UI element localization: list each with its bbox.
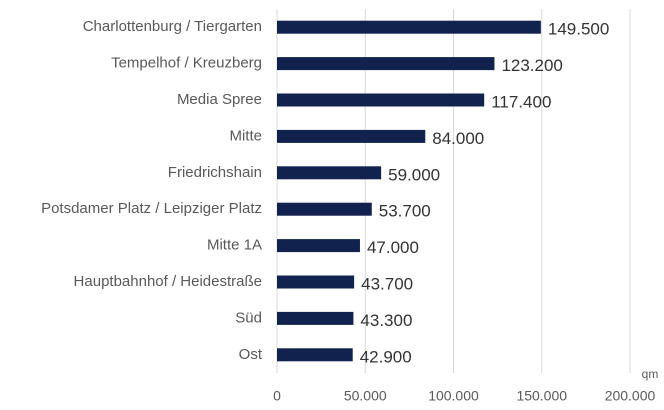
x-tick-label: 50.000	[344, 388, 387, 404]
y-tick-label: Süd	[235, 309, 262, 326]
data-label: 43.300	[360, 311, 412, 330]
x-tick-label: 150.000	[516, 388, 567, 404]
x-tick-label: 100.000	[428, 388, 479, 404]
x-tick-label: 200.000	[605, 388, 656, 404]
data-label: 47.000	[367, 238, 419, 257]
data-label: 53.700	[379, 202, 431, 221]
y-tick-label: Mitte 1A	[207, 237, 262, 254]
y-tick-label: Hauptbahnhof / Heidestraße	[74, 273, 262, 290]
y-tick-label: Tempelhof / Kreuzberg	[111, 55, 262, 72]
y-tick-label: Friedrichshain	[168, 164, 262, 181]
bar	[277, 129, 426, 143]
bar	[277, 20, 541, 34]
data-label: 117.400	[491, 92, 551, 111]
data-label: 84.000	[432, 129, 484, 148]
bar	[277, 275, 355, 289]
bar	[277, 166, 382, 180]
axis-label: qm	[642, 367, 659, 381]
bar	[277, 93, 485, 107]
data-label: 43.700	[361, 274, 413, 293]
y-tick-label: Ost	[239, 346, 263, 363]
bar	[277, 239, 360, 253]
bar	[277, 57, 495, 71]
y-tick-label: Potsdamer Platz / Leipziger Platz	[41, 200, 262, 217]
data-label: 123.200	[501, 56, 562, 75]
x-tick-label: 0	[273, 388, 281, 404]
bar	[277, 348, 353, 362]
bar	[277, 202, 372, 216]
data-label: 149.500	[548, 20, 609, 39]
y-tick-label: Mitte	[229, 127, 262, 144]
y-tick-label: Charlottenburg / Tiergarten	[83, 18, 262, 35]
bar	[277, 311, 354, 325]
data-label: 59.000	[388, 165, 440, 184]
data-label: 42.900	[360, 347, 412, 366]
y-tick-label: Media Spree	[177, 91, 262, 108]
